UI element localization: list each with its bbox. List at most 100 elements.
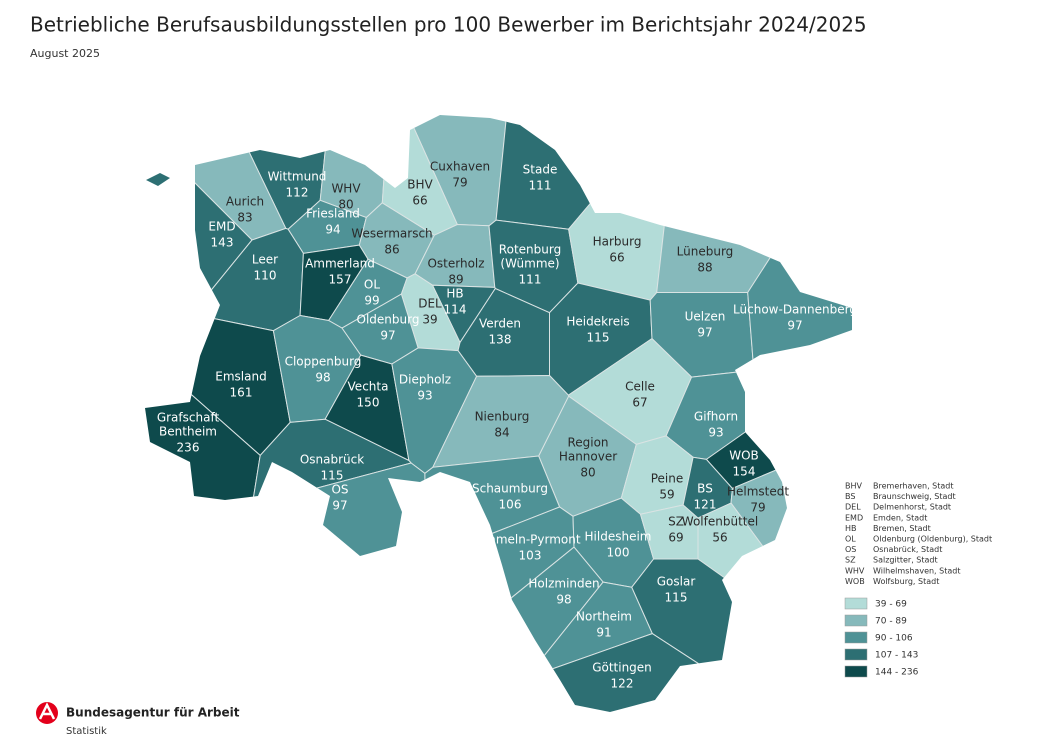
abbr-name: Wolfsburg, Stadt — [873, 577, 939, 586]
abbr-code: WOB — [845, 577, 865, 586]
region-value: 115 — [665, 591, 688, 605]
abbr-name: Bremerhaven, Stadt — [873, 482, 954, 491]
region-value: 66 — [609, 251, 624, 265]
region-name: Emsland — [215, 370, 266, 384]
abbr-name: Emden, Stadt — [873, 513, 927, 522]
region-name: WOB — [729, 449, 759, 463]
region-value: 79 — [750, 501, 765, 515]
region-value: 154 — [733, 465, 756, 479]
logo: Bundesagentur für Arbeit Statistik — [36, 702, 240, 737]
region-name: Osnabrück — [300, 453, 364, 467]
legend-swatch — [844, 631, 868, 644]
region-value: 121 — [694, 498, 717, 512]
legend-swatch — [844, 665, 868, 678]
abbr-name: Oldenburg (Oldenburg), Stadt — [873, 535, 992, 544]
region-value: 111 — [519, 273, 542, 287]
region-value: 69 — [668, 531, 683, 545]
region-name: Aurich — [226, 195, 264, 209]
region-value: 94 — [325, 223, 340, 237]
region-name: OS — [331, 483, 348, 497]
organization: Bundesagentur für Arbeit — [66, 706, 240, 720]
abbr-name: Braunschweig, Stadt — [873, 492, 956, 501]
region-name: OL — [364, 278, 380, 292]
region-value: 161 — [230, 386, 253, 400]
region-name: Verden — [479, 317, 521, 331]
region-value: 115 — [321, 469, 344, 483]
abbr-code: OL — [845, 535, 856, 544]
legend-swatch — [844, 597, 868, 610]
region-name: (Wümme) — [500, 257, 559, 271]
abbr-code: OS — [845, 545, 856, 554]
region-name: Grafschaft — [157, 411, 220, 425]
region-name: Wesermarsch — [351, 227, 432, 241]
region-value: 110 — [254, 269, 277, 283]
region-value: 236 — [177, 441, 200, 455]
region-value: 143 — [211, 236, 234, 250]
region-value: 86 — [384, 243, 399, 257]
region-value: 93 — [708, 426, 723, 440]
region-value: 97 — [380, 329, 395, 343]
region-name: Holzminden — [528, 577, 599, 591]
region-name: Schaumburg — [472, 482, 548, 496]
region-name: Oldenburg — [357, 313, 420, 327]
region-name: Celle — [625, 380, 655, 394]
legend-label: 70 - 89 — [875, 617, 907, 627]
region-name: Peine — [651, 472, 684, 486]
region-name: Heidekreis — [566, 315, 629, 329]
region-name: Vechta — [348, 380, 389, 394]
legend-label: 107 - 143 — [875, 651, 918, 661]
logo-a — [38, 702, 56, 720]
abbr-code: SZ — [845, 556, 856, 565]
region-value: 39 — [422, 313, 437, 327]
region-value: 97 — [697, 326, 712, 340]
region-name: Stade — [523, 163, 558, 177]
abbr-code: EMD — [845, 513, 863, 522]
region-name: Cloppenburg — [285, 355, 362, 369]
subtitle: August 2025 — [30, 47, 100, 60]
abbr-name: Wilhelmshaven, Stadt — [873, 566, 960, 575]
region-value: 91 — [596, 626, 611, 640]
region-name: Ammerland — [305, 257, 375, 271]
region-value: 80 — [580, 466, 595, 480]
region-value: 84 — [494, 426, 509, 440]
region-name: SZ — [668, 515, 684, 529]
region-name: Leer — [252, 253, 278, 267]
region-value: 115 — [587, 331, 610, 345]
region-value: 66 — [412, 194, 427, 208]
legend-swatch — [844, 614, 868, 627]
region-name: Friesland — [306, 207, 360, 221]
region — [747, 115, 852, 435]
region-name: Lüneburg — [677, 245, 734, 259]
region-name: HB — [446, 287, 463, 301]
region — [169, 462, 426, 712]
region-value: 79 — [452, 176, 467, 190]
abbr-code: WHV — [845, 566, 865, 575]
region-name: Northeim — [576, 610, 632, 624]
abbr-name: Osnabrück, Stadt — [873, 545, 942, 554]
legend-label: 90 - 106 — [875, 634, 913, 644]
legend: BHV Bremerhaven, Stadt BS Braunschweig, Sta… — [844, 482, 992, 678]
region-name: Region — [567, 436, 608, 450]
region-name: BHV — [407, 178, 433, 192]
region-name: Osterholz — [427, 257, 484, 271]
region-name: EMD — [208, 220, 235, 234]
region-name: Harburg — [593, 235, 642, 249]
legend-label: 39 - 69 — [875, 600, 907, 610]
region-name: Göttingen — [592, 661, 652, 675]
abbr-code: DEL — [845, 503, 861, 512]
region-value: 88 — [697, 261, 712, 275]
legend-swatch — [844, 648, 868, 661]
region-value: 56 — [712, 531, 727, 545]
region-value: 93 — [417, 389, 432, 403]
region-name: Nienburg — [475, 410, 530, 424]
region-value: 89 — [448, 273, 463, 287]
region-value: 59 — [659, 488, 674, 502]
region-name: Bentheim — [159, 425, 217, 439]
region-value: 112 — [286, 186, 309, 200]
title: Betriebliche Berufsausbildungsstellen pr… — [30, 13, 867, 37]
region-name: Rotenburg — [499, 243, 561, 257]
region-name: Helmstedt — [727, 485, 789, 499]
region-value: 103 — [519, 549, 542, 563]
region-name: Diepholz — [399, 373, 451, 387]
